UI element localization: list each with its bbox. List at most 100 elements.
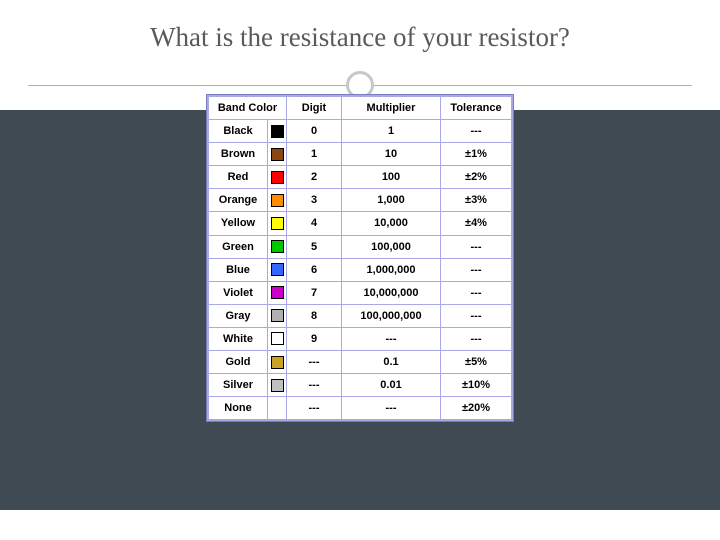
cell-tolerance: ---	[441, 259, 511, 281]
color-swatch-icon	[271, 379, 284, 392]
cell-multiplier: ---	[342, 397, 440, 419]
cell-swatch	[268, 189, 286, 211]
cell-tolerance: ±20%	[441, 397, 511, 419]
table-row: Gray 8100,000,000---	[209, 305, 511, 327]
cell-multiplier: 100	[342, 166, 440, 188]
table-row: Orange 31,000±3%	[209, 189, 511, 211]
cell-tolerance: ±5%	[441, 351, 511, 373]
color-swatch-icon	[271, 263, 284, 276]
table-row: Blue 61,000,000---	[209, 259, 511, 281]
table-row: Black 01---	[209, 120, 511, 142]
color-swatch-icon	[271, 148, 284, 161]
color-swatch-icon	[271, 217, 284, 230]
cell-digit: 5	[287, 236, 341, 258]
cell-tolerance: ---	[441, 305, 511, 327]
cell-tolerance: ---	[441, 120, 511, 142]
cell-multiplier: 10,000	[342, 212, 440, 234]
cell-band-name: Gray	[209, 305, 267, 327]
header-digit: Digit	[287, 97, 341, 119]
header-band-color: Band Color	[209, 97, 286, 119]
cell-tolerance: ±1%	[441, 143, 511, 165]
cell-digit: 9	[287, 328, 341, 350]
color-swatch-icon	[271, 309, 284, 322]
cell-digit: ---	[287, 374, 341, 396]
cell-swatch	[268, 374, 286, 396]
cell-digit: 0	[287, 120, 341, 142]
table-body: Black01---Brown110±1%Red2100±2%Orange31,…	[209, 120, 511, 419]
cell-band-name: Red	[209, 166, 267, 188]
cell-swatch	[268, 212, 286, 234]
color-swatch-icon	[271, 332, 284, 345]
cell-swatch	[268, 351, 286, 373]
cell-band-name: White	[209, 328, 267, 350]
header-tolerance: Tolerance	[441, 97, 511, 119]
color-swatch-icon	[271, 240, 284, 253]
cell-tolerance: ---	[441, 328, 511, 350]
color-swatch-icon	[271, 356, 284, 369]
cell-digit: 3	[287, 189, 341, 211]
title-area: What is the resistance of your resistor?	[0, 0, 720, 53]
cell-tolerance: ±2%	[441, 166, 511, 188]
page-title: What is the resistance of your resistor?	[0, 22, 720, 53]
cell-swatch	[268, 305, 286, 327]
cell-band-name: Black	[209, 120, 267, 142]
cell-band-name: None	[209, 397, 267, 419]
table-row: White9------	[209, 328, 511, 350]
cell-multiplier: 1	[342, 120, 440, 142]
cell-band-name: Blue	[209, 259, 267, 281]
cell-tolerance: ---	[441, 282, 511, 304]
cell-band-name: Violet	[209, 282, 267, 304]
cell-digit: 6	[287, 259, 341, 281]
color-swatch-icon	[271, 125, 284, 138]
cell-tolerance: ±10%	[441, 374, 511, 396]
table-row: Gold ---0.1±5%	[209, 351, 511, 373]
cell-swatch	[268, 397, 286, 419]
cell-band-name: Silver	[209, 374, 267, 396]
table-row: Silver ---0.01±10%	[209, 374, 511, 396]
cell-digit: 4	[287, 212, 341, 234]
cell-digit: ---	[287, 397, 341, 419]
table-row: Brown 110±1%	[209, 143, 511, 165]
cell-tolerance: ±4%	[441, 212, 511, 234]
cell-multiplier: 0.01	[342, 374, 440, 396]
table-row: Yellow 410,000±4%	[209, 212, 511, 234]
cell-multiplier: 0.1	[342, 351, 440, 373]
header-multiplier: Multiplier	[342, 97, 440, 119]
cell-multiplier: 10	[342, 143, 440, 165]
cell-swatch	[268, 259, 286, 281]
cell-swatch	[268, 143, 286, 165]
cell-multiplier: ---	[342, 328, 440, 350]
cell-multiplier: 1,000	[342, 189, 440, 211]
cell-band-name: Gold	[209, 351, 267, 373]
resistor-color-table: Band Color Digit Multiplier Tolerance Bl…	[208, 96, 512, 420]
cell-swatch	[268, 236, 286, 258]
cell-digit: 1	[287, 143, 341, 165]
color-swatch-icon	[271, 286, 284, 299]
cell-digit: 2	[287, 166, 341, 188]
color-swatch-icon	[271, 171, 284, 184]
cell-multiplier: 100,000,000	[342, 305, 440, 327]
resistor-table-container: Band Color Digit Multiplier Tolerance Bl…	[206, 94, 514, 422]
cell-band-name: Green	[209, 236, 267, 258]
table-row: Violet 710,000,000---	[209, 282, 511, 304]
cell-digit: 7	[287, 282, 341, 304]
cell-digit: ---	[287, 351, 341, 373]
cell-band-name: Yellow	[209, 212, 267, 234]
table-header-row: Band Color Digit Multiplier Tolerance	[209, 97, 511, 119]
color-swatch-icon	[271, 194, 284, 207]
cell-multiplier: 10,000,000	[342, 282, 440, 304]
cell-swatch	[268, 282, 286, 304]
cell-tolerance: ±3%	[441, 189, 511, 211]
table-row: None------±20%	[209, 397, 511, 419]
cell-band-name: Brown	[209, 143, 267, 165]
cell-band-name: Orange	[209, 189, 267, 211]
cell-swatch	[268, 166, 286, 188]
cell-swatch	[268, 120, 286, 142]
table-row: Green 5100,000---	[209, 236, 511, 258]
table-row: Red 2100±2%	[209, 166, 511, 188]
cell-multiplier: 1,000,000	[342, 259, 440, 281]
cell-swatch	[268, 328, 286, 350]
cell-multiplier: 100,000	[342, 236, 440, 258]
cell-digit: 8	[287, 305, 341, 327]
cell-tolerance: ---	[441, 236, 511, 258]
